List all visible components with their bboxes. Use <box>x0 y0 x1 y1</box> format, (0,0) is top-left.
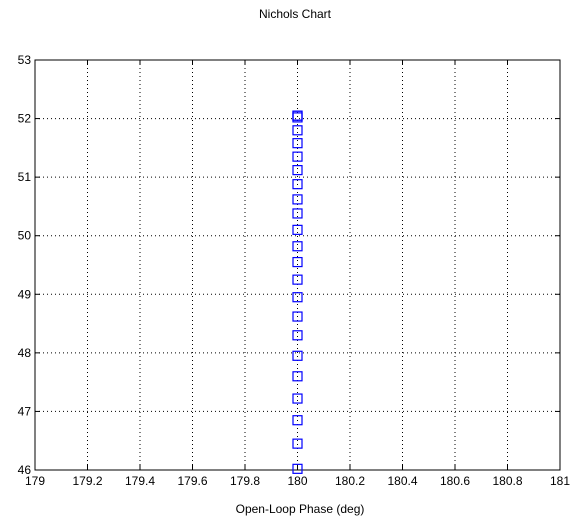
y-tick-label: 51 <box>18 170 32 184</box>
y-tick-label: 46 <box>18 463 32 477</box>
data-point <box>292 330 303 341</box>
data-point <box>292 438 303 449</box>
grid-lines <box>35 60 560 470</box>
data-point <box>292 165 303 176</box>
y-tick-label: 49 <box>18 287 32 301</box>
y-tick-label: 50 <box>18 229 32 243</box>
data-point <box>292 224 303 235</box>
data-point <box>292 274 303 285</box>
data-point <box>292 179 303 190</box>
data-point <box>292 241 303 252</box>
data-point <box>292 371 303 382</box>
x-tick-label: 179.6 <box>177 474 207 488</box>
x-tick-label: 180 <box>287 474 307 488</box>
chart-title: Nichols Chart <box>259 7 332 21</box>
data-point <box>292 151 303 162</box>
data-point <box>292 110 303 121</box>
x-tick-label: 180.6 <box>440 474 470 488</box>
data-point <box>292 350 303 361</box>
data-point <box>292 292 303 303</box>
data-point <box>292 393 303 404</box>
data-point <box>292 256 303 268</box>
y-tick-label: 53 <box>18 53 32 67</box>
x-tick-label: 179.4 <box>125 474 155 488</box>
y-tick-labels: 46 47 48 49 50 51 52 53 <box>18 53 32 477</box>
x-tick-label: 180.2 <box>335 474 365 488</box>
axes <box>34 59 561 471</box>
data-series <box>292 110 303 474</box>
x-tick-label: 181 <box>550 474 570 488</box>
x-tick-label: 179.8 <box>230 474 260 488</box>
y-tick-label: 47 <box>18 404 32 418</box>
data-point <box>292 125 303 136</box>
data-point <box>292 415 303 426</box>
x-tick-label: 180.8 <box>492 474 522 488</box>
x-axis-label: Open-Loop Phase (deg) <box>236 502 365 516</box>
data-point <box>292 311 303 322</box>
axes-box <box>34 59 561 471</box>
x-tick-label: 179 <box>25 474 45 488</box>
y-tick-label: 52 <box>18 112 32 126</box>
x-tick-labels: 179 179.2 179.4 179.6 179.8 180 180.2 180.4 180.… <box>25 474 570 488</box>
data-point <box>292 463 303 474</box>
data-point <box>292 194 303 205</box>
x-tick-label: 180.4 <box>387 474 417 488</box>
data-point <box>292 208 303 219</box>
x-tick-label: 179.2 <box>72 474 102 488</box>
data-point <box>292 138 303 149</box>
y-tick-label: 48 <box>18 346 32 360</box>
